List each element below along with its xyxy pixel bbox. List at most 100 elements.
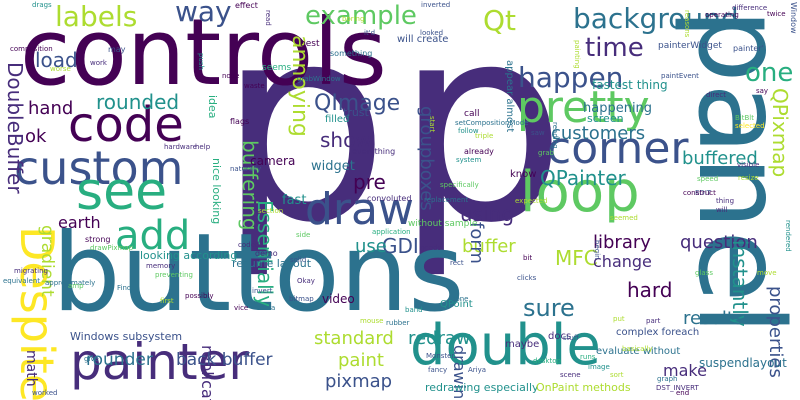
word: camera bbox=[250, 154, 296, 168]
word: preventing bbox=[155, 271, 193, 279]
word: labels bbox=[55, 0, 138, 33]
word: change bbox=[593, 252, 652, 271]
word: scene bbox=[560, 371, 581, 379]
word: fastest thing bbox=[592, 78, 668, 92]
word: drags bbox=[32, 1, 52, 9]
word: replacement bbox=[424, 196, 469, 204]
word: bitmap bbox=[289, 295, 314, 303]
word: call bbox=[464, 109, 480, 119]
word: annoying bbox=[287, 35, 312, 137]
word: move bbox=[757, 269, 777, 277]
word: painter bbox=[70, 333, 249, 391]
word: visible bbox=[737, 161, 760, 169]
word: already bbox=[464, 147, 494, 156]
word: operating bbox=[705, 11, 739, 19]
word: DST_INVERT bbox=[656, 384, 699, 392]
word: rounder bbox=[86, 350, 153, 370]
word: graph bbox=[657, 375, 678, 383]
word: QPainter bbox=[540, 166, 626, 190]
word: code bbox=[68, 97, 184, 153]
word: hand bbox=[28, 98, 74, 119]
word: library bbox=[593, 232, 651, 253]
word: paintEvent bbox=[661, 72, 699, 80]
word: screen bbox=[587, 112, 624, 125]
word: clicks bbox=[517, 274, 537, 282]
word: standard bbox=[314, 328, 394, 349]
word: QPixmap bbox=[768, 88, 792, 178]
word: bit bbox=[523, 254, 533, 262]
word: done bbox=[451, 295, 469, 303]
word: naturally bbox=[230, 165, 262, 173]
word: effect bbox=[235, 1, 258, 10]
word: resize bbox=[738, 174, 759, 182]
word: it'd bbox=[364, 29, 376, 37]
word: painting bbox=[573, 40, 581, 69]
word: widget bbox=[311, 159, 355, 174]
word: solid bbox=[290, 256, 307, 264]
word: expected bbox=[515, 197, 548, 205]
word: Find bbox=[117, 284, 132, 292]
word: buttons bbox=[52, 211, 465, 336]
word: thing bbox=[716, 197, 735, 205]
word: add bbox=[115, 213, 191, 259]
word: double bbox=[410, 313, 601, 378]
word: start bbox=[428, 116, 436, 133]
word: waste bbox=[244, 82, 265, 90]
word: specifically bbox=[440, 181, 479, 189]
word: triple bbox=[475, 132, 494, 140]
word: Qt bbox=[483, 4, 517, 37]
word: section bbox=[258, 207, 284, 215]
word: migrating bbox=[14, 267, 48, 275]
word: QPoint bbox=[440, 299, 473, 310]
word: may bbox=[108, 45, 126, 54]
word: first bbox=[160, 297, 174, 305]
word: system bbox=[456, 156, 482, 164]
word: hard bbox=[627, 278, 673, 302]
word: happen bbox=[518, 61, 624, 94]
word: show bbox=[320, 128, 372, 152]
word: painterWidget bbox=[658, 41, 722, 51]
word: back buffer bbox=[176, 350, 273, 370]
word: rounded bbox=[96, 90, 180, 114]
word: strong bbox=[85, 235, 111, 244]
word: earth bbox=[58, 213, 101, 232]
word: flags bbox=[230, 117, 250, 126]
word: rect bbox=[450, 259, 464, 267]
word: twice bbox=[767, 10, 786, 18]
word: background bbox=[573, 2, 739, 35]
word: best bbox=[300, 39, 320, 49]
word: end bbox=[676, 389, 690, 397]
word: results bbox=[683, 308, 744, 329]
word: pixmap bbox=[325, 371, 393, 392]
word: evaluate without bbox=[596, 346, 681, 357]
word: paint bbox=[338, 350, 384, 371]
word: draw bbox=[305, 184, 414, 235]
word: rendered bbox=[784, 220, 792, 252]
word: seems bbox=[262, 63, 292, 73]
word: buffer bbox=[462, 236, 516, 257]
word: suspendlayout bbox=[699, 356, 787, 370]
word: redraw bbox=[408, 328, 471, 349]
word: something bbox=[330, 49, 373, 58]
word: Monster bbox=[426, 352, 455, 360]
word: stuff bbox=[563, 334, 579, 342]
word: follow bbox=[458, 127, 479, 135]
word: see bbox=[76, 162, 168, 222]
word: looked bbox=[420, 29, 444, 37]
word: vice bbox=[234, 304, 249, 312]
word: BitBlt bbox=[735, 114, 754, 122]
word: Window bbox=[789, 2, 798, 34]
word: Okay bbox=[297, 277, 315, 285]
word: image bbox=[588, 363, 610, 371]
word: will create bbox=[397, 34, 449, 45]
word: read bbox=[264, 10, 272, 26]
word: give bbox=[84, 355, 99, 363]
word: approximately bbox=[45, 279, 96, 287]
word: redrawing especially bbox=[425, 381, 539, 394]
word: OnPaint methods bbox=[536, 381, 631, 394]
word: speed bbox=[697, 175, 719, 183]
word: memory bbox=[146, 262, 176, 270]
word: application bbox=[372, 228, 411, 236]
word: drawPixmap bbox=[90, 244, 134, 252]
word: push bbox=[197, 53, 205, 70]
